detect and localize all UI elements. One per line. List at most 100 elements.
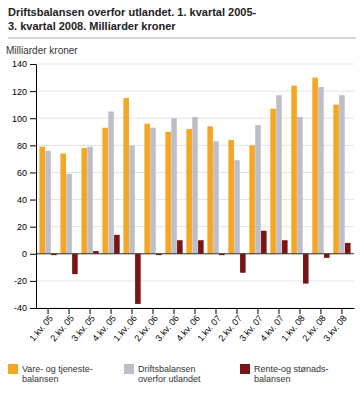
bar: [303, 254, 309, 284]
bar: [45, 151, 51, 254]
y-tick-label: 80: [17, 141, 27, 151]
zero-line: [36, 253, 354, 254]
bar: [255, 125, 261, 254]
bar: [60, 153, 66, 253]
subtitle: 3. kvartal 2008. Milliarder kroner: [8, 20, 176, 32]
x-tick-mark: [215, 308, 216, 314]
bar: [171, 118, 177, 254]
bar: [249, 145, 255, 253]
y-tick: 40: [17, 195, 36, 205]
title: Driftsbalansen overfor utlandet. 1. kvar…: [8, 6, 257, 18]
legend-label-line: overfor utlandet: [138, 374, 201, 384]
legend-swatch: [8, 364, 18, 374]
bar: [39, 147, 45, 254]
y-axis: -40-20020406080100120140: [12, 59, 37, 313]
x-tick-mark: [195, 308, 196, 314]
legend-label-line: Driftsbalansen: [138, 364, 196, 374]
x-tick-mark: [69, 308, 70, 314]
bar: [108, 111, 114, 253]
title-rule: [8, 38, 356, 39]
bar: [228, 140, 234, 254]
bar: [339, 95, 345, 254]
legend-item: Vare- og tjeneste-balansen: [8, 364, 93, 384]
x-tick-mark: [174, 308, 175, 314]
bar: [240, 254, 246, 273]
y-tick: 60: [17, 168, 36, 178]
y-tick-mark: [30, 200, 36, 201]
legend-label-line: balansen: [22, 374, 59, 384]
bar: [198, 240, 204, 254]
y-tick: 140: [12, 59, 36, 69]
legend-item: Driftsbalansenoverfor utlandet: [124, 364, 201, 384]
bars: [39, 78, 350, 304]
legend-swatch: [240, 364, 250, 374]
grid: [36, 64, 354, 308]
x-tick-mark: [132, 308, 133, 314]
bar: [213, 141, 219, 254]
y-tick-mark: [30, 227, 36, 228]
bar: [72, 254, 78, 274]
x-tick-mark: [153, 308, 154, 314]
bar: [165, 132, 171, 254]
legend-label-line: Rente-og stønads-: [254, 364, 329, 374]
bar: [345, 243, 351, 254]
grid-line: [36, 91, 354, 92]
y-tick: 100: [12, 114, 36, 124]
y-axis-line: [36, 65, 37, 309]
bar: [81, 148, 87, 254]
legend-label: Rente-og stønads-balansen: [254, 364, 329, 384]
bar: [144, 124, 150, 254]
y-tick: 20: [17, 222, 36, 232]
bar: [234, 160, 240, 254]
grid-line: [36, 64, 354, 65]
y-tick-mark: [30, 172, 36, 173]
y-tick-label: 60: [17, 168, 27, 178]
bar: [282, 240, 288, 254]
bar: [114, 235, 120, 254]
x-axis: 1.kv. 052.kv. 053.kv. 054.kv. 051.kv. 06…: [27, 308, 354, 343]
bar: [333, 105, 339, 254]
legend-item: Rente-og stønads-balansen: [240, 364, 329, 384]
y-tick-mark: [30, 118, 36, 119]
y-tick-label: 0: [22, 249, 27, 259]
y-tick-label: 100: [12, 114, 27, 124]
y-tick-mark: [30, 91, 36, 92]
y-tick-label: -20: [14, 276, 27, 286]
legend-label: Driftsbalansenoverfor utlandet: [138, 364, 201, 384]
chart: Driftsbalansen overfor utlandet. 1. kvar…: [0, 0, 364, 400]
bar: [192, 117, 198, 254]
y-tick-mark: [30, 254, 36, 255]
y-tick-mark: [30, 281, 36, 282]
bar: [324, 254, 330, 258]
legend-label-line: Vare- og tjeneste-: [22, 364, 93, 374]
x-tick-mark: [111, 308, 112, 314]
x-tick-mark: [299, 308, 300, 314]
legend-label: Vare- og tjeneste-balansen: [22, 364, 93, 384]
bar: [270, 109, 276, 254]
bar: [66, 174, 72, 254]
y-tick: -20: [14, 276, 36, 286]
bar: [261, 231, 267, 254]
x-tick-mark: [90, 308, 91, 314]
y-tick-label: 140: [12, 59, 27, 69]
bar: [150, 128, 156, 254]
x-tick-mark: [341, 308, 342, 314]
grid-line: [36, 253, 354, 254]
legend-label-line: balansen: [254, 374, 291, 384]
y-tick: -40: [14, 303, 36, 313]
x-tick: 3.kv. 08: [321, 308, 348, 343]
y-axis-label: Milliarder kroner: [6, 45, 78, 56]
y-tick-label: 40: [17, 195, 27, 205]
y-tick-label: -40: [14, 303, 27, 313]
bar: [186, 129, 192, 254]
y-tick-mark: [30, 145, 36, 146]
bar-series: [45, 87, 344, 254]
y-tick-mark: [30, 308, 36, 309]
bar-series: [51, 231, 350, 304]
bar: [123, 98, 129, 254]
y-tick: 80: [17, 141, 36, 151]
bar: [129, 145, 135, 253]
x-tick-mark: [236, 308, 237, 314]
bar: [291, 86, 297, 254]
bar: [312, 78, 318, 254]
